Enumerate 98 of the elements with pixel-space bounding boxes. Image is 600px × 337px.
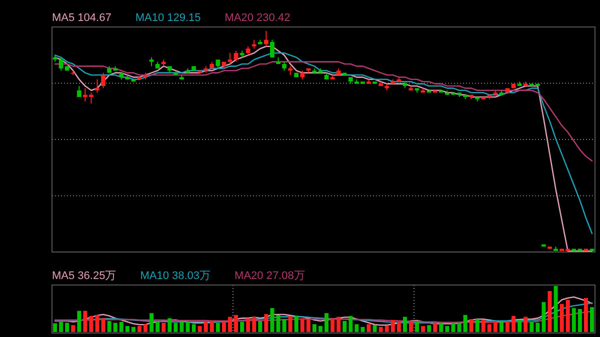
bar — [324, 313, 329, 332]
bar — [554, 286, 558, 332]
bar — [354, 324, 359, 332]
bar — [294, 316, 298, 332]
bar — [95, 314, 100, 332]
bar — [342, 320, 347, 332]
bar — [475, 319, 480, 332]
candlestick — [270, 39, 274, 58]
bar — [560, 304, 564, 332]
bar — [366, 324, 371, 332]
bar — [264, 314, 268, 332]
bar — [222, 322, 226, 332]
bar — [463, 314, 468, 332]
bar — [65, 322, 70, 332]
bar — [180, 322, 184, 332]
bar — [330, 318, 335, 332]
bar — [499, 322, 504, 332]
bar — [77, 310, 82, 332]
bar — [270, 308, 274, 332]
bar — [360, 326, 365, 332]
candlestick — [234, 50, 238, 62]
candlestick — [101, 72, 106, 89]
bar — [530, 322, 534, 332]
bar — [445, 326, 450, 332]
bar — [372, 325, 377, 332]
bar — [318, 326, 322, 332]
bar — [162, 322, 166, 332]
bar — [590, 307, 594, 332]
bar — [83, 310, 88, 332]
bar — [300, 318, 304, 332]
bar — [59, 322, 64, 332]
bar — [156, 322, 160, 332]
bar — [204, 322, 208, 332]
bar — [240, 322, 244, 332]
bar — [542, 302, 546, 332]
bar — [198, 326, 202, 332]
bar — [451, 322, 456, 332]
bar — [137, 326, 142, 332]
bar — [101, 318, 106, 332]
bar — [572, 308, 576, 332]
bar — [348, 316, 353, 332]
bar — [390, 320, 395, 332]
bar — [234, 314, 238, 332]
bar — [192, 324, 196, 332]
candlestick — [95, 78, 100, 94]
bar — [216, 322, 220, 332]
bar — [457, 322, 462, 332]
bar — [125, 326, 130, 332]
bar — [487, 324, 492, 332]
bar — [378, 326, 383, 332]
bar — [439, 322, 444, 332]
bar — [252, 316, 256, 332]
bar — [53, 323, 58, 332]
bar — [481, 320, 486, 332]
bar — [306, 319, 310, 332]
bar — [107, 320, 112, 332]
bar — [336, 316, 341, 332]
bar — [246, 318, 250, 332]
bar — [384, 326, 389, 332]
bar — [144, 324, 148, 332]
bar — [258, 320, 262, 332]
bar — [566, 300, 570, 332]
bar — [396, 322, 401, 332]
bar — [506, 322, 510, 332]
bar — [119, 322, 124, 332]
bar — [186, 322, 190, 332]
bar — [518, 320, 522, 332]
bar — [433, 322, 438, 332]
bar — [421, 326, 426, 332]
bar — [512, 316, 516, 332]
legend: MA5 104.67 MA10 129.15 MA20 230.42 — [52, 12, 290, 24]
bar — [584, 298, 588, 332]
bar — [469, 319, 474, 332]
bar — [402, 316, 407, 332]
bar — [536, 322, 540, 332]
bar — [210, 320, 214, 332]
bar — [174, 322, 178, 332]
bar — [168, 318, 172, 332]
bar — [427, 325, 432, 332]
bar — [493, 322, 498, 332]
bar — [150, 313, 154, 332]
candlestick — [264, 30, 268, 47]
bar — [113, 322, 118, 332]
bar — [276, 314, 280, 332]
bar — [548, 291, 552, 332]
bar — [288, 316, 292, 332]
bar — [578, 309, 582, 332]
bar — [131, 326, 136, 332]
bar — [282, 319, 286, 332]
bar — [408, 322, 413, 332]
bar — [228, 316, 232, 332]
candlestick — [228, 52, 232, 64]
legend: MA5 36.25万 MA10 38.03万 MA20 27.08万 — [52, 270, 305, 282]
bar — [89, 316, 94, 332]
bar — [415, 322, 420, 332]
bar — [312, 324, 316, 332]
bar — [524, 316, 528, 332]
bar — [71, 325, 76, 332]
